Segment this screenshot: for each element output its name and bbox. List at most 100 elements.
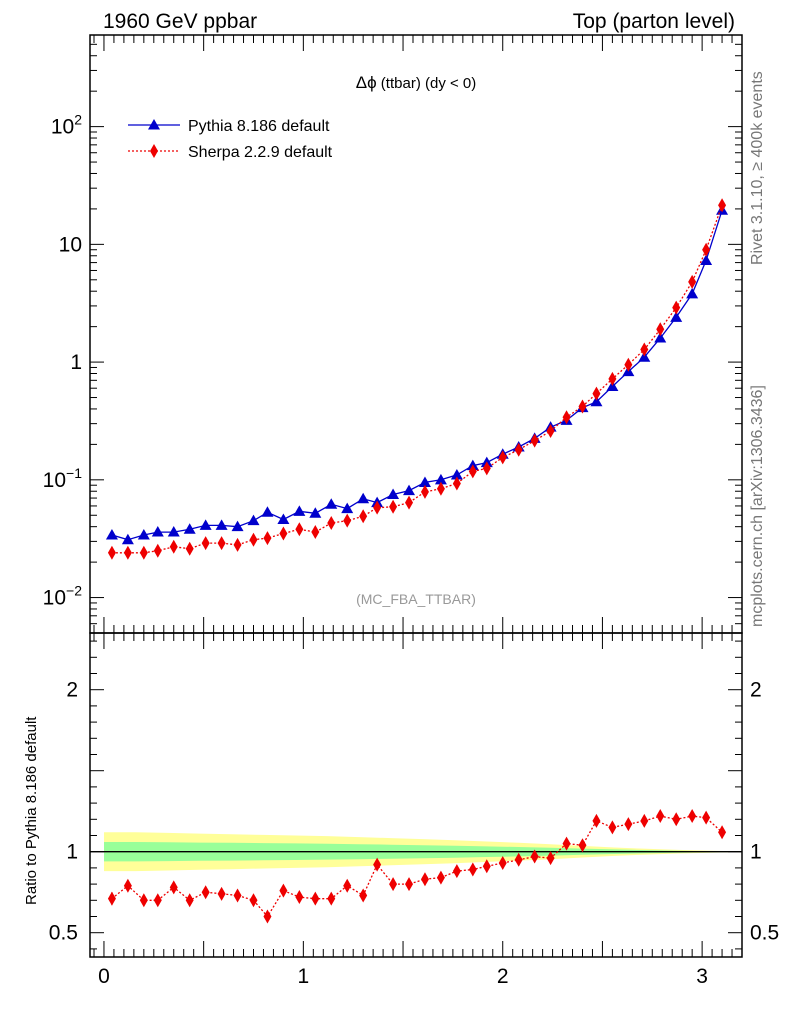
ratio-point-1: [123, 878, 132, 893]
ratio-point-2: [139, 893, 148, 908]
header-left-label: 1960 GeV ppbar: [103, 10, 257, 33]
ratio-ytick-label-right: 0.5: [750, 922, 779, 945]
sherpa-point-10: [263, 531, 272, 546]
ratio-point-20: [420, 872, 429, 887]
sherpa-point-19: [405, 495, 414, 510]
ratio-point-27: [530, 849, 539, 864]
sherpa-point-39: [718, 198, 727, 213]
sherpa-point-5: [185, 541, 194, 556]
pythia-point-1: [121, 533, 134, 545]
sherpa-point-35: [656, 322, 665, 337]
ratio-point-5: [185, 893, 194, 908]
sherpa-point-15: [343, 513, 352, 528]
sherpa-point-17: [373, 500, 382, 515]
ratio-point-11: [279, 883, 288, 898]
ratio-point-6: [201, 885, 210, 900]
main-series-layer: [105, 198, 729, 560]
main-ytick-label: 10−1: [43, 465, 83, 492]
plot-title: Δϕ (ttbar) (dy < 0): [356, 73, 477, 92]
series-line-sherpa: [111, 204, 723, 554]
pythia-point-37: [686, 287, 699, 299]
sherpa-point-8: [233, 537, 242, 552]
ratio-ytick-label-right: 2: [750, 679, 762, 702]
sherpa-point-38: [702, 242, 711, 257]
pythia-point-18: [387, 488, 400, 500]
sherpa-point-4: [169, 539, 178, 554]
pythia-point-14: [325, 498, 338, 509]
ratio-xtick-label: 3: [696, 965, 708, 988]
sherpa-point-9: [249, 532, 258, 547]
pythia-point-10: [261, 506, 274, 517]
pythia-point-20: [418, 476, 431, 487]
pythia-point-0: [105, 528, 118, 540]
main-ytick-label: 102: [51, 112, 82, 139]
ratio-point-22: [452, 864, 461, 879]
pythia-point-5: [183, 523, 196, 534]
legend-label-1: Sherpa 2.2.9 default: [188, 144, 333, 161]
pythia-point-12: [293, 505, 306, 516]
pythia-point-11: [277, 513, 290, 525]
sherpa-point-34: [640, 342, 649, 357]
side-label-mcplots: mcplots.cern.ch [arXiv:1306.3436]: [749, 385, 766, 627]
sherpa-point-36: [672, 300, 681, 315]
header-right-label: Top (parton level): [573, 10, 735, 33]
uncertainty-bands: [90, 832, 742, 872]
ratio-point-24: [482, 859, 491, 874]
sherpa-point-26: [514, 442, 523, 457]
ratio-panel-frame: [89, 632, 743, 958]
ratio-point-30: [578, 838, 587, 853]
ratio-xtick-label: 2: [497, 965, 509, 988]
sherpa-point-20: [420, 484, 429, 499]
ratio-point-0: [107, 891, 116, 906]
sherpa-point-27: [530, 433, 539, 448]
ratio-point-38: [702, 810, 711, 825]
sherpa-point-13: [311, 525, 320, 540]
pythia-point-9: [247, 514, 260, 526]
pythia-point-15: [341, 502, 354, 514]
main-ytick-label: 10: [59, 233, 82, 256]
pythia-point-31: [590, 395, 603, 407]
pythia-point-16: [357, 492, 370, 504]
sherpa-point-28: [546, 423, 555, 438]
sherpa-point-1: [123, 545, 132, 560]
ratio-point-19: [405, 877, 414, 892]
ratio-series-layer: [107, 809, 727, 924]
ratio-point-28: [546, 851, 555, 866]
ratio-point-13: [311, 891, 320, 906]
ratio-point-10: [263, 909, 272, 924]
sherpa-point-7: [217, 536, 226, 551]
ratio-point-18: [389, 877, 398, 892]
plot-title-text: (ttbar) (dy < 0): [377, 75, 477, 92]
sherpa-point-32: [608, 371, 617, 386]
ratio-point-16: [359, 888, 368, 903]
sherpa-point-18: [389, 499, 398, 514]
pythia-point-35: [654, 332, 667, 343]
ratio-point-14: [327, 891, 336, 906]
ratio-point-25: [498, 856, 507, 871]
sherpa-point-21: [436, 481, 445, 496]
axis-ticks: [90, 34, 743, 957]
sherpa-point-0: [107, 545, 116, 560]
pythia-point-8: [231, 520, 244, 532]
legend-marker-1: [150, 144, 158, 158]
ratio-point-29: [562, 836, 571, 851]
sherpa-point-14: [327, 515, 336, 530]
analysis-watermark: (MC_FBA_TTBAR): [356, 591, 476, 607]
sherpa-point-24: [482, 461, 491, 476]
pythia-point-13: [309, 507, 322, 518]
sherpa-point-30: [578, 399, 587, 414]
ratio-point-8: [233, 888, 242, 903]
ratio-point-12: [295, 890, 304, 905]
ratio-point-7: [217, 886, 226, 901]
pythia-point-22: [450, 468, 463, 480]
ratio-point-23: [468, 862, 477, 877]
sherpa-point-25: [498, 450, 507, 465]
ratio-point-32: [608, 820, 617, 835]
ratio-point-39: [718, 825, 727, 840]
ratio-ytick-label-left: 1: [66, 841, 78, 864]
ratio-point-15: [343, 878, 352, 893]
ratio-point-34: [640, 813, 649, 828]
pythia-point-7: [215, 519, 228, 530]
pythia-point-21: [434, 473, 447, 485]
ratio-point-33: [624, 817, 633, 832]
